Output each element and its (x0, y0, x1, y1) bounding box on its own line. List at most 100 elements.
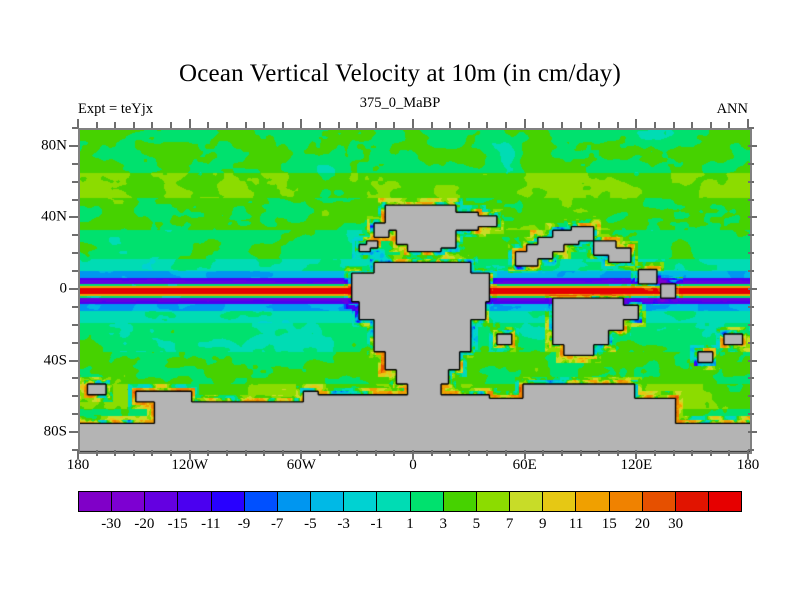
axis-tick (486, 122, 489, 128)
axis-tick (748, 431, 757, 434)
x-axis-label: 120W (171, 457, 208, 473)
colorbar-cell (642, 492, 676, 511)
axis-tick (579, 450, 582, 456)
colorbar-cell (178, 492, 212, 511)
axis-tick (263, 450, 266, 456)
colorbar-cell (708, 492, 742, 511)
axis-tick (748, 449, 754, 451)
axis-tick (188, 450, 191, 459)
axis-tick (69, 144, 78, 147)
axis-tick (170, 450, 173, 456)
colorbar-cell (576, 492, 610, 511)
y-axis-label: 0 (59, 280, 68, 297)
axis-tick (748, 305, 754, 308)
page-title: Ocean Vertical Velocity at 10m (in cm/da… (178, 60, 622, 87)
colorbar-cell (211, 492, 245, 511)
axis-tick (691, 122, 694, 128)
colorbar-tick-label: 11 (568, 516, 584, 532)
colorbar-cell (311, 492, 345, 511)
axis-tick (72, 341, 78, 344)
axis-tick (560, 450, 563, 456)
axis-tick (672, 122, 675, 128)
colorbar-cell (510, 492, 544, 511)
axis-tick (748, 395, 754, 398)
velocity-field-canvas (80, 130, 750, 452)
colorbar-tick-label: -5 (304, 516, 317, 532)
axis-tick (374, 122, 377, 128)
axis-tick (748, 341, 754, 344)
axis-tick (616, 122, 619, 128)
axis-tick (616, 450, 619, 456)
axis-tick (95, 122, 98, 128)
axis-tick (393, 122, 396, 128)
x-axis-label: 180 (66, 457, 90, 473)
axis-tick (114, 122, 117, 128)
axis-tick (207, 122, 210, 128)
axis-tick (225, 450, 228, 456)
axis-tick (356, 450, 359, 456)
axis-tick (281, 122, 284, 128)
colorbar-cell (543, 492, 577, 511)
colorbar-tick-label: -20 (134, 516, 155, 532)
colorbar-cell (609, 492, 643, 511)
axis-tick (430, 122, 433, 128)
axis-tick (579, 122, 582, 128)
colorbar-tick-label: 5 (472, 516, 481, 532)
colorbar-tick-label: -15 (167, 516, 188, 532)
axis-tick (748, 162, 754, 165)
axis-tick (69, 359, 78, 362)
axis-tick (748, 359, 757, 362)
axis-tick (691, 450, 694, 456)
axis-tick (281, 450, 284, 456)
season-label: ANN (716, 101, 748, 117)
y-axis-label: 40S (43, 352, 67, 369)
colorbar-tick-label: 20 (634, 516, 650, 532)
colorbar-tick-label: 1 (406, 516, 414, 532)
colorbar-tick-label: -7 (270, 516, 284, 532)
axis-tick (635, 119, 638, 128)
axis-tick (748, 198, 754, 201)
axis-tick (709, 450, 712, 456)
axis-tick (748, 377, 754, 380)
axis-tick (748, 144, 757, 147)
map-plot-area (78, 128, 752, 454)
x-axis-label: 60W (286, 457, 316, 473)
axis-tick (728, 122, 731, 128)
axis-tick (635, 450, 638, 459)
x-axis-label: 60E (512, 457, 537, 473)
axis-tick (72, 305, 78, 308)
axis-tick (69, 216, 78, 219)
axis-tick (523, 119, 526, 128)
axis-tick (77, 450, 79, 459)
axis-tick (653, 450, 656, 456)
colorbar-tick-label: -30 (101, 516, 122, 532)
axis-tick (337, 450, 340, 456)
axis-tick (449, 450, 452, 456)
axis-tick (72, 180, 78, 183)
colorbar-cell (79, 492, 113, 511)
colorbar-cell (244, 492, 278, 511)
experiment-label: Expt = teYjx (78, 101, 154, 117)
x-axis-label: 120E (620, 457, 653, 473)
axis-tick (748, 270, 754, 273)
axis-tick (748, 180, 754, 183)
axis-tick (748, 288, 757, 290)
axis-tick (151, 122, 154, 128)
axis-tick (374, 450, 377, 456)
colorbar-cell (377, 492, 411, 511)
colorbar-tick-label: -1 (370, 516, 384, 532)
axis-tick (151, 450, 154, 456)
axis-tick (300, 119, 303, 128)
axis-tick (412, 119, 414, 128)
colorbar-cell (277, 492, 312, 511)
colorbar-tick-label: 15 (601, 516, 617, 532)
axis-tick (77, 119, 79, 128)
axis-tick (244, 122, 247, 128)
axis-tick (170, 122, 173, 128)
axis-tick (72, 449, 78, 451)
colorbar-tick-label: 7 (505, 516, 514, 532)
axis-tick (505, 450, 508, 456)
axis-tick (412, 450, 414, 459)
axis-tick (748, 234, 754, 237)
